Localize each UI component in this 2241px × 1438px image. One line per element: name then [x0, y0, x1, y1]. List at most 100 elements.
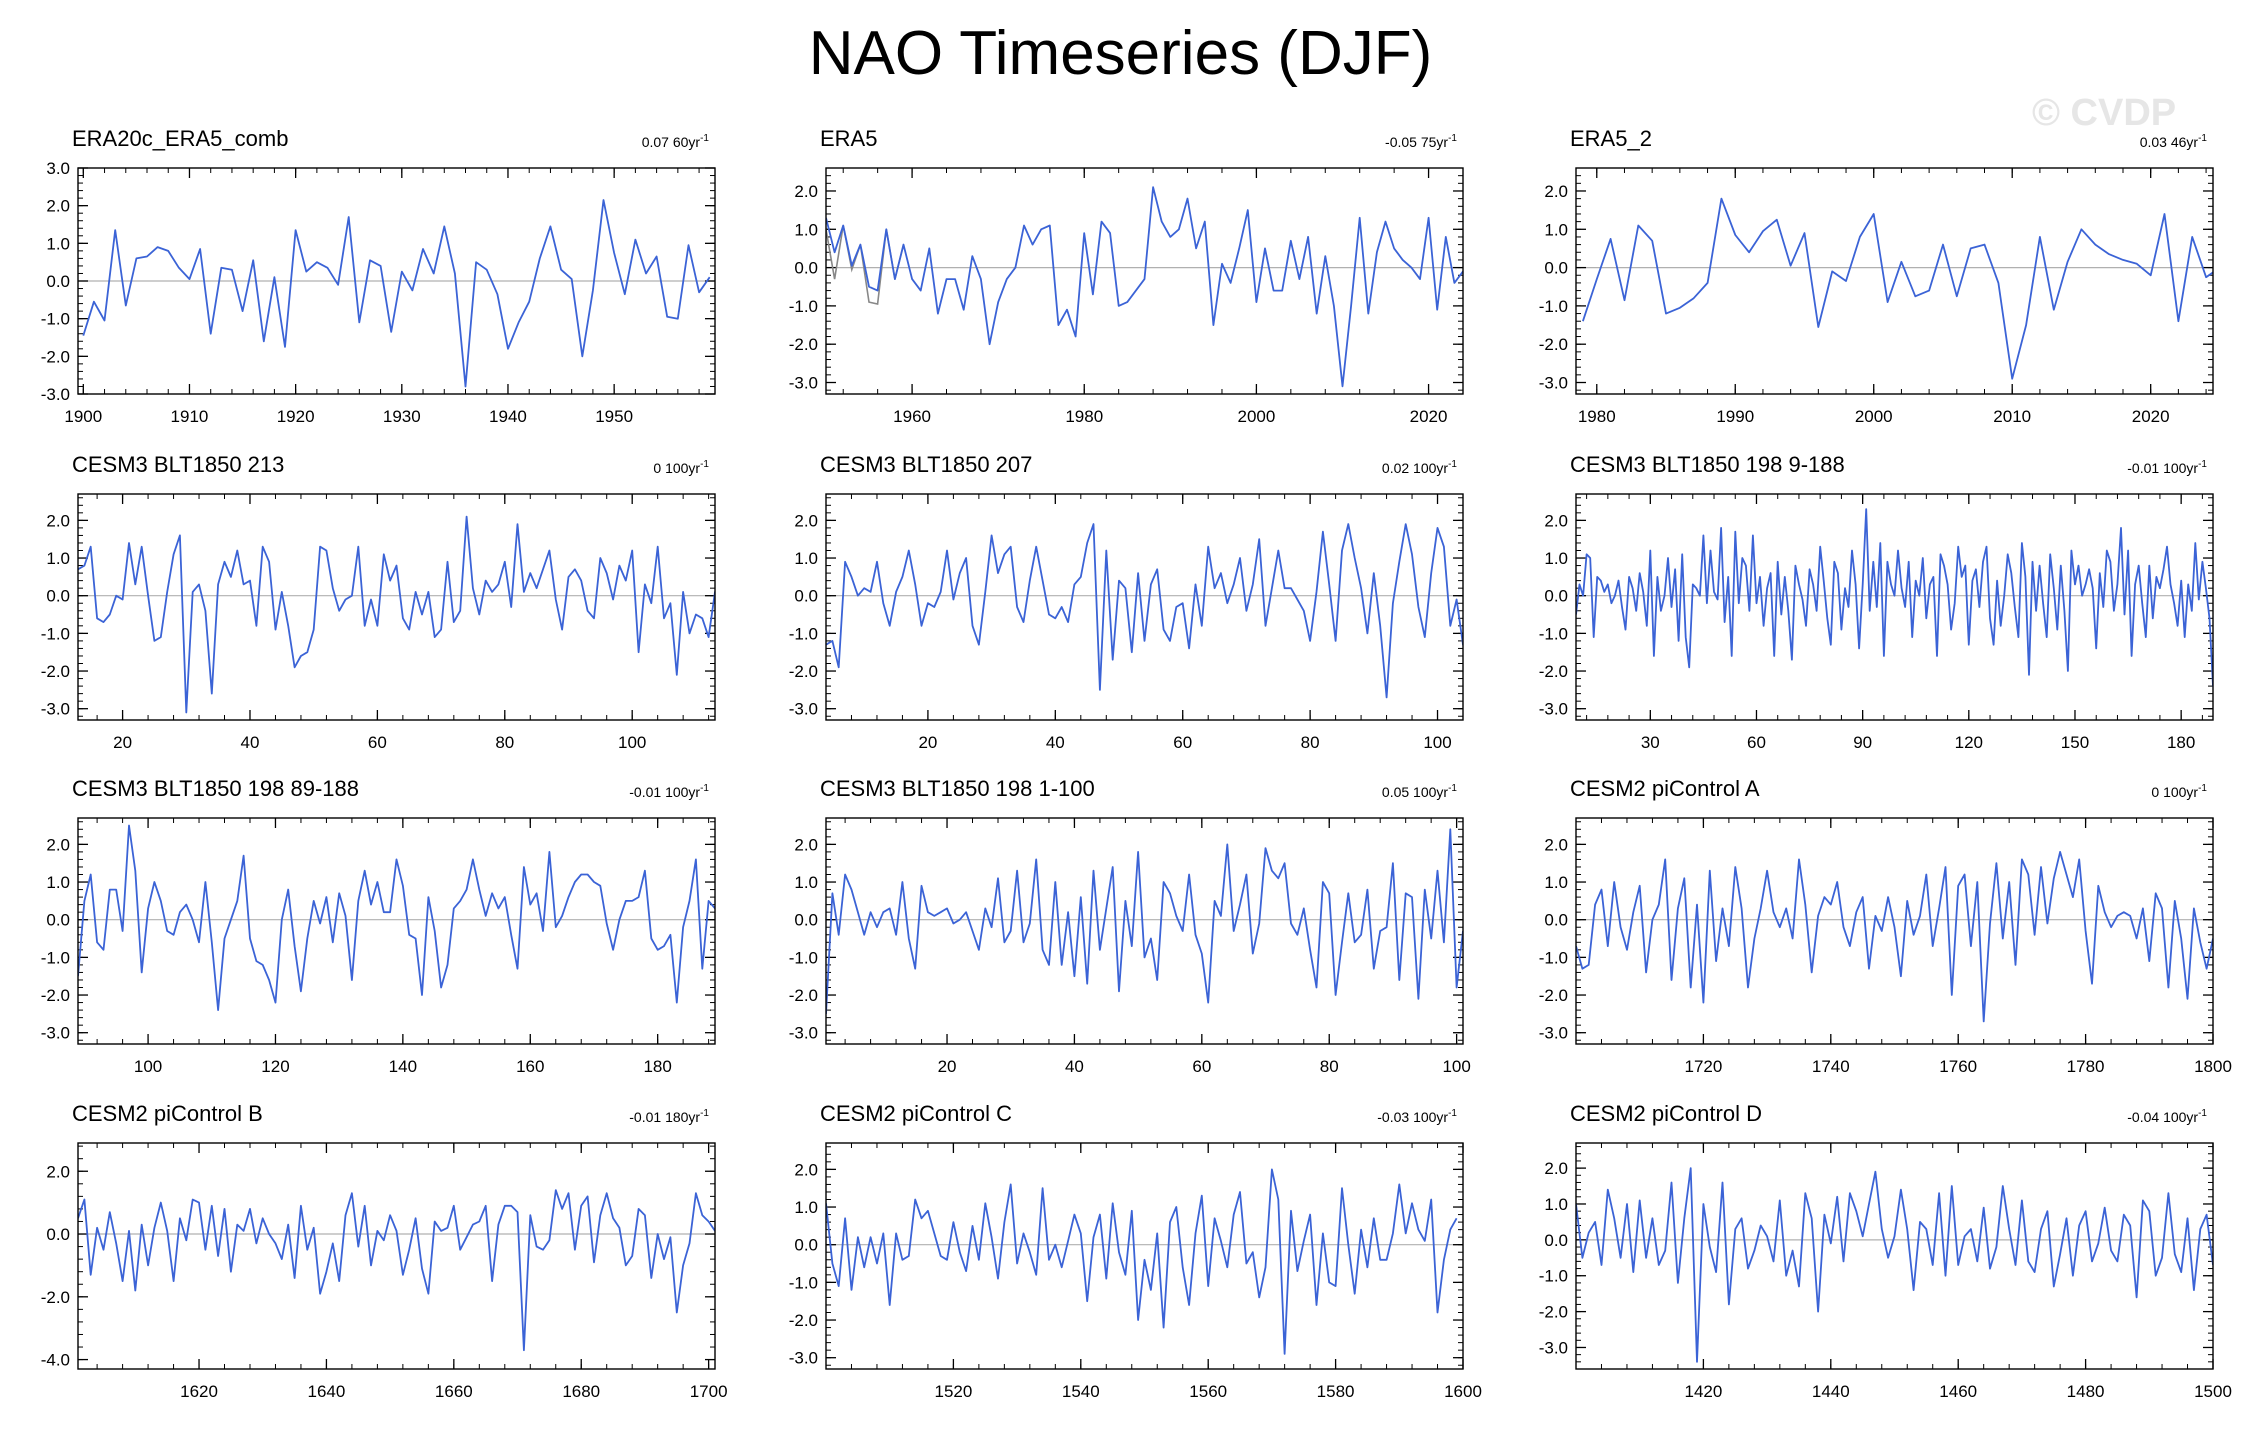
- x-tick-label: 1740: [1812, 1057, 1850, 1076]
- y-tick-label: 0.0: [1544, 587, 1568, 606]
- trend-label: -0.01 180yr-1: [629, 1108, 709, 1125]
- x-tick-label: 1460: [1939, 1382, 1977, 1401]
- x-tick-label: 20: [918, 733, 937, 752]
- panel-3: ERA5_2 0.03 46yr-1 2.0 1.0 0.0 -1.0 -2.0 -3.0 19…: [1539, 126, 2214, 426]
- x-tick-label: 80: [1320, 1057, 1339, 1076]
- y-tick-label: 0.0: [794, 911, 818, 930]
- y-tick-label: -3.0: [1539, 700, 1568, 719]
- x-tick-label: 90: [1853, 733, 1872, 752]
- y-tick-label: -2.0: [41, 986, 70, 1005]
- y-tick-label: -2.0: [789, 335, 818, 354]
- panel-title: CESM3 BLT1850 198 89-188: [72, 776, 359, 801]
- panel-title: CESM3 BLT1850 207: [820, 452, 1032, 477]
- x-tick-label: 100: [618, 733, 646, 752]
- panel-2: ERA5 -0.05 75yr-1 2.0 1.0 0.0 -1.0 -2.0 -3.0 196…: [789, 126, 1464, 426]
- y-tick-label: -2.0: [41, 662, 70, 681]
- trend-label: -0.01 100yr-1: [2127, 459, 2207, 476]
- x-tick-label: 40: [1046, 733, 1065, 752]
- x-tick-label: 1480: [2067, 1382, 2105, 1401]
- panel-title: CESM3 BLT1850 213: [72, 452, 284, 477]
- panel-10: CESM2 piControl B -0.01 180yr-1 2.0 0.0 -2.0…: [41, 1101, 728, 1401]
- y-tick-label: -3.0: [789, 700, 818, 719]
- nao-series-line: [78, 824, 715, 1011]
- x-tick-label: 150: [2061, 733, 2089, 752]
- y-tick-label: -2.0: [789, 986, 818, 1005]
- y-tick-label: -1.0: [41, 310, 70, 329]
- y-tick-label: -2.0: [1539, 986, 1568, 1005]
- x-tick-label: 1640: [308, 1382, 346, 1401]
- y-tick-label: 0.0: [1544, 1231, 1568, 1250]
- panel-frame: [1575, 1142, 2214, 1370]
- y-tick-label: -1.0: [41, 948, 70, 967]
- y-tick-label: 2.0: [46, 511, 70, 530]
- x-tick-label: 1990: [1716, 407, 1754, 426]
- panel-frame: [1575, 817, 2214, 1045]
- y-tick-label: -3.0: [789, 1349, 818, 1368]
- y-tick-label: -2.0: [789, 1311, 818, 1330]
- trend-label: 0 100yr-1: [653, 459, 709, 476]
- panel-title: CESM2 piControl A: [1570, 776, 1760, 801]
- nao-series-line: [78, 515, 715, 714]
- x-tick-label: 1720: [1684, 1057, 1722, 1076]
- y-tick-label: -1.0: [789, 1273, 818, 1292]
- x-tick-label: 1440: [1812, 1382, 1850, 1401]
- x-tick-label: 100: [134, 1057, 162, 1076]
- y-tick-label: -4.0: [41, 1351, 70, 1370]
- nao-series-line: [826, 1168, 1458, 1355]
- panel-frame: [825, 167, 1464, 395]
- y-tick-label: -3.0: [789, 374, 818, 393]
- y-tick-label: 0.0: [46, 272, 70, 291]
- panel-11: CESM2 piControl C -0.03 100yr-1 2.0 1.0 0.0 -…: [789, 1101, 1482, 1401]
- trend-label: 0.05 100yr-1: [1382, 783, 1458, 800]
- cvdp-watermark: © CVDP: [2032, 92, 2177, 134]
- trend-label: 0 100yr-1: [2151, 783, 2207, 800]
- nao-series-line: [1576, 1167, 2213, 1363]
- x-tick-label: 120: [261, 1057, 289, 1076]
- panel-frame: [1575, 493, 2214, 721]
- panel-frame: [77, 167, 716, 395]
- x-tick-label: 1800: [2194, 1057, 2232, 1076]
- x-tick-label: 180: [2167, 733, 2195, 752]
- x-tick-label: 1950: [595, 407, 633, 426]
- y-tick-label: -1.0: [1539, 1267, 1568, 1286]
- x-tick-label: 140: [389, 1057, 417, 1076]
- y-tick-label: -2.0: [789, 662, 818, 681]
- panel-8: CESM3 BLT1850 198 1-100 0.05 100yr-1 2.0 1.…: [789, 776, 1471, 1076]
- x-tick-label: 2020: [2132, 407, 2170, 426]
- y-tick-label: 1.0: [794, 873, 818, 892]
- x-tick-label: 80: [495, 733, 514, 752]
- panel-9: CESM2 piControl A 0 100yr-1 2.0 1.0 0.0 -1.0 -…: [1539, 776, 2232, 1076]
- y-tick-label: -1.0: [1539, 297, 1568, 316]
- trend-label: 0.07 60yr-1: [642, 133, 710, 150]
- y-tick-label: 1.0: [46, 549, 70, 568]
- nao-series-line: [1582, 197, 2213, 380]
- x-tick-label: 1940: [489, 407, 527, 426]
- trend-label: -0.04 100yr-1: [2127, 1108, 2207, 1125]
- x-tick-label: 1580: [1317, 1382, 1355, 1401]
- x-tick-label: 40: [241, 733, 260, 752]
- x-tick-label: 1560: [1189, 1382, 1227, 1401]
- x-tick-label: 1780: [2067, 1057, 2105, 1076]
- panel-frame: [825, 1142, 1464, 1370]
- x-tick-label: 1900: [64, 407, 102, 426]
- x-tick-label: 30: [1641, 733, 1660, 752]
- y-tick-label: 2.0: [1544, 511, 1568, 530]
- y-tick-label: 1.0: [794, 220, 818, 239]
- y-tick-label: 0.0: [1544, 911, 1568, 930]
- x-tick-label: 1980: [1065, 407, 1103, 426]
- y-tick-label: 2.0: [1544, 835, 1568, 854]
- y-tick-label: -3.0: [1539, 1024, 1568, 1043]
- x-tick-label: 60: [368, 733, 387, 752]
- figure-title: NAO Timeseries (DJF): [808, 19, 1433, 88]
- trend-label: -0.01 100yr-1: [629, 783, 709, 800]
- trend-label: 0.02 100yr-1: [1382, 459, 1458, 476]
- x-tick-label: 1500: [2194, 1382, 2232, 1401]
- y-tick-label: -2.0: [1539, 335, 1568, 354]
- panel-5: CESM3 BLT1850 207 0.02 100yr-1 2.0 1.0 0.0 -1…: [789, 452, 1464, 752]
- x-tick-label: 1540: [1062, 1382, 1100, 1401]
- y-tick-label: 0.0: [46, 587, 70, 606]
- x-tick-label: 180: [643, 1057, 671, 1076]
- nao-series-line: [826, 186, 1463, 388]
- x-tick-label: 2020: [1410, 407, 1448, 426]
- panel-title: CESM3 BLT1850 198 1-100: [820, 776, 1095, 801]
